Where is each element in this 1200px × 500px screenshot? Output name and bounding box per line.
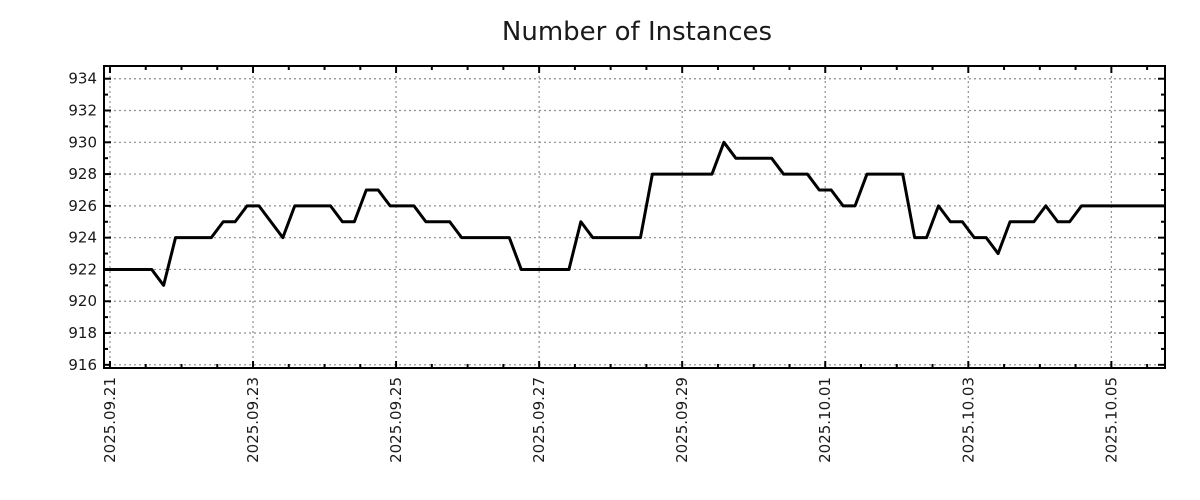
grid-layer [104,66,1165,368]
axis-layer [103,65,1166,369]
x-tick-label: 2025.09.25 [387,377,405,463]
y-tick-label: 922 [68,260,97,278]
data-series-layer [104,140,1165,287]
chart-title: Number of Instances [502,17,772,47]
y-tick-label: 934 [68,70,97,88]
y-tick-label: 924 [68,229,97,247]
series-line-instances [104,140,1165,287]
x-tick-label: 2025.09.27 [530,377,548,463]
y-tick-label: 926 [68,197,97,215]
y-tick-label: 916 [68,356,97,374]
x-tick-label: 2025.09.23 [244,377,262,463]
x-tick-label: 2025.09.21 [101,377,119,463]
y-tick-label: 920 [68,292,97,310]
y-tick-label: 932 [68,102,97,120]
y-tick-label: 930 [68,133,97,151]
y-tick-label: 928 [68,165,97,183]
x-tick-label: 2025.10.05 [1102,377,1120,463]
x-tick-label: 2025.10.03 [959,377,977,463]
plot-border [103,65,1166,369]
axis-label-layer: 916 918 920 922 924 926 928 930 932 934 2025.09.21… [68,70,1120,463]
x-tick-label: 2025.09.29 [673,377,691,463]
y-tick-label: 918 [68,324,97,342]
x-tick-label: 2025.10.01 [816,377,834,463]
